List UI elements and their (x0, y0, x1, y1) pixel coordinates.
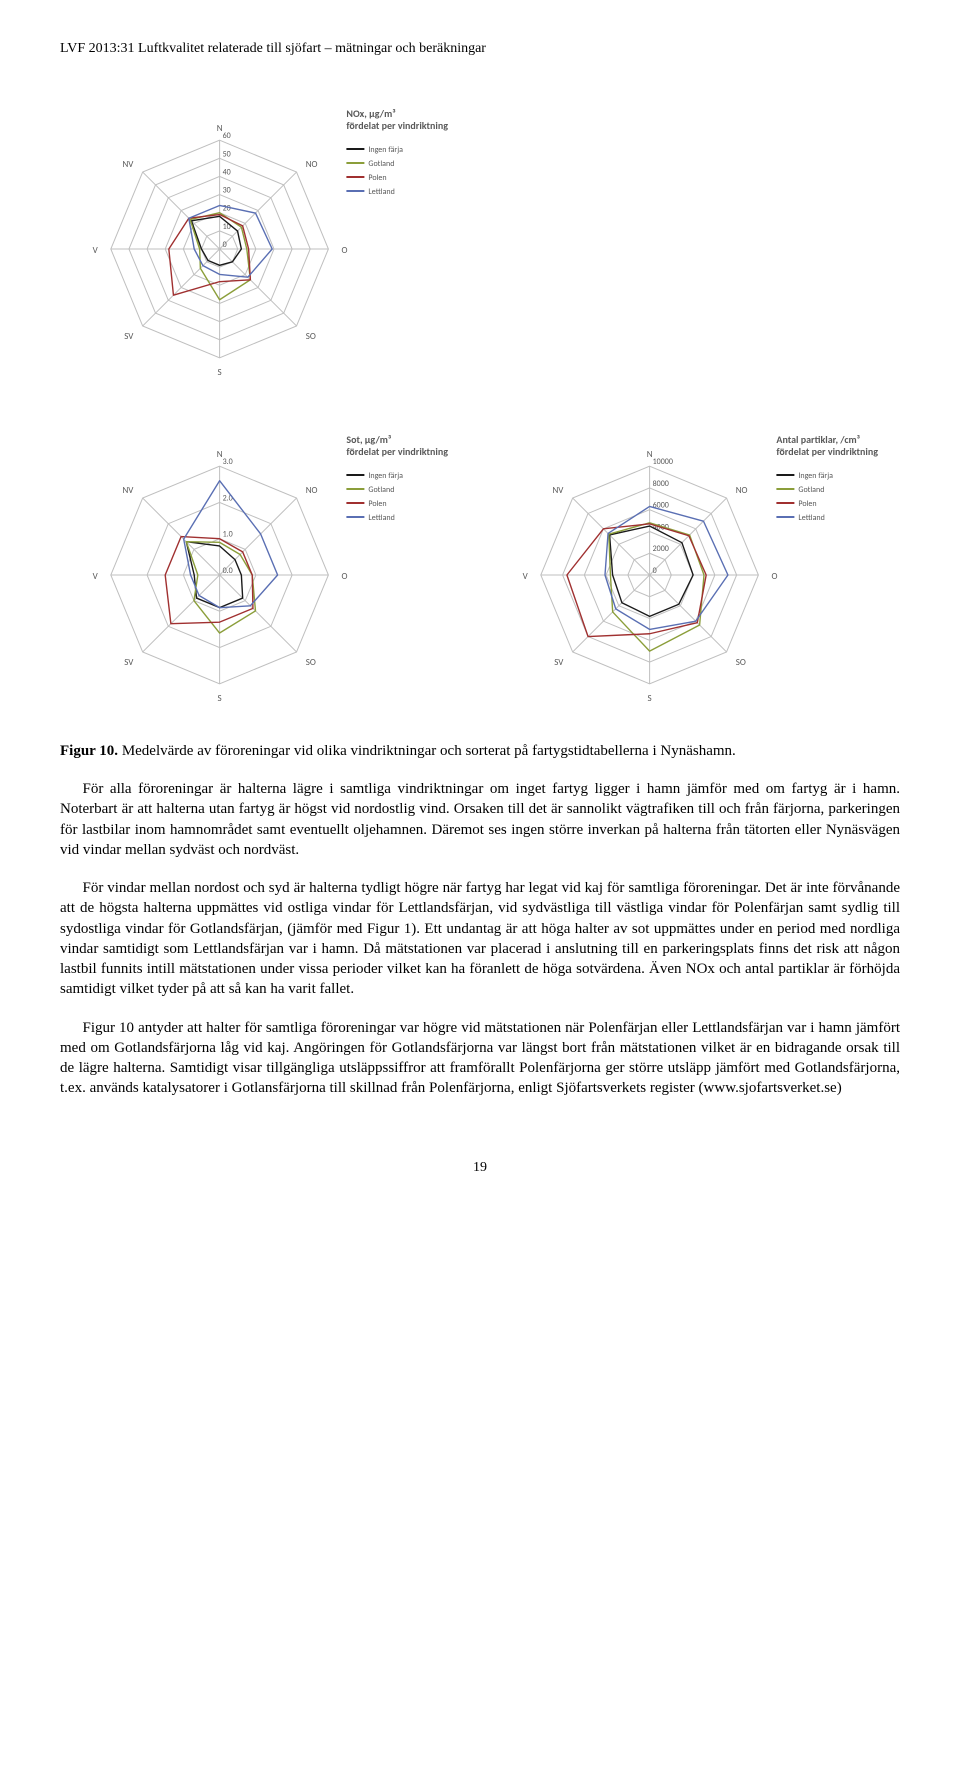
svg-text:Polen: Polen (368, 499, 386, 509)
chart-empty (490, 89, 900, 409)
svg-text:60: 60 (223, 131, 231, 141)
svg-text:10000: 10000 (653, 457, 673, 467)
svg-text:SO: SO (306, 657, 316, 668)
svg-text:Gotland: Gotland (368, 159, 394, 169)
svg-text:SO: SO (736, 657, 746, 668)
svg-text:20: 20 (223, 204, 231, 214)
svg-text:Polen: Polen (368, 173, 386, 183)
svg-text:1.0: 1.0 (223, 530, 233, 540)
svg-text:S: S (648, 693, 652, 704)
figure-caption-text: Medelvärde av föroreningar vid olika vin… (118, 743, 736, 759)
svg-text:fördelat per vindriktning: fördelat per vindriktning (776, 445, 878, 458)
svg-text:Ingen färja: Ingen färja (368, 471, 403, 481)
svg-text:Ingen färja: Ingen färja (368, 145, 403, 155)
svg-text:Gotland: Gotland (798, 485, 824, 495)
svg-text:fördelat per vindriktning: fördelat per vindriktning (346, 119, 448, 132)
svg-text:Lettland: Lettland (798, 513, 824, 523)
svg-text:NV: NV (123, 159, 135, 170)
paragraph-1: För alla föroreningar är halterna lägre … (60, 779, 900, 860)
chart-nox: 6050403020100NNOOSOSSVVNVNOx, μg/m³förde… (60, 89, 480, 409)
chart-particles: 1000080006000400020000NNOOSOSSVVNVAntal … (490, 415, 910, 735)
svg-text:10: 10 (223, 222, 231, 232)
svg-text:NO: NO (306, 159, 318, 170)
svg-text:30: 30 (223, 185, 231, 195)
svg-text:3.0: 3.0 (223, 457, 233, 467)
charts-row-1: 6050403020100NNOOSOSSVVNVNOx, μg/m³förde… (60, 89, 900, 409)
paragraph-2: För vindar mellan nordost och syd är hal… (60, 878, 900, 1000)
svg-text:O: O (341, 245, 347, 256)
document-header: LVF 2013:31 Luftkvalitet relaterade till… (60, 40, 900, 59)
svg-text:Lettland: Lettland (368, 513, 394, 523)
svg-text:N: N (217, 123, 223, 134)
svg-text:NO: NO (306, 485, 318, 496)
svg-text:Polen: Polen (798, 499, 816, 509)
svg-text:2000: 2000 (653, 544, 669, 554)
figure-number: Figur 10. (60, 743, 118, 759)
svg-text:S: S (218, 693, 222, 704)
svg-text:V: V (523, 571, 529, 582)
svg-text:SV: SV (124, 331, 134, 342)
svg-text:fördelat per vindriktning: fördelat per vindriktning (346, 445, 448, 458)
svg-text:40: 40 (223, 167, 231, 177)
svg-text:Ingen färja: Ingen färja (798, 471, 833, 481)
svg-text:S: S (218, 367, 222, 378)
svg-text:0: 0 (223, 240, 227, 250)
svg-text:N: N (217, 449, 223, 460)
chart-sot: 3.02.01.00.0NNOOSOSSVVNVSot, μg/m³fördel… (60, 415, 480, 735)
svg-text:NO: NO (736, 485, 748, 496)
svg-text:V: V (93, 245, 99, 256)
charts-row-2: 3.02.01.00.0NNOOSOSSVVNVSot, μg/m³fördel… (60, 415, 900, 735)
svg-text:O: O (341, 571, 347, 582)
svg-text:50: 50 (223, 149, 231, 159)
svg-text:Lettland: Lettland (368, 187, 394, 197)
figure-caption: Figur 10. Medelvärde av föroreningar vid… (60, 741, 900, 761)
svg-text:0: 0 (653, 566, 657, 576)
svg-text:SV: SV (124, 657, 134, 668)
svg-text:N: N (647, 449, 653, 460)
svg-text:Gotland: Gotland (368, 485, 394, 495)
svg-text:8000: 8000 (653, 479, 669, 489)
svg-text:O: O (771, 571, 777, 582)
paragraph-3: Figur 10 antyder att halter för samtliga… (60, 1018, 900, 1099)
svg-text:NV: NV (123, 485, 135, 496)
svg-text:SV: SV (554, 657, 564, 668)
svg-text:V: V (93, 571, 99, 582)
svg-text:0.0: 0.0 (223, 566, 233, 576)
svg-text:NV: NV (553, 485, 565, 496)
svg-text:SO: SO (306, 331, 316, 342)
page-number: 19 (60, 1159, 900, 1178)
